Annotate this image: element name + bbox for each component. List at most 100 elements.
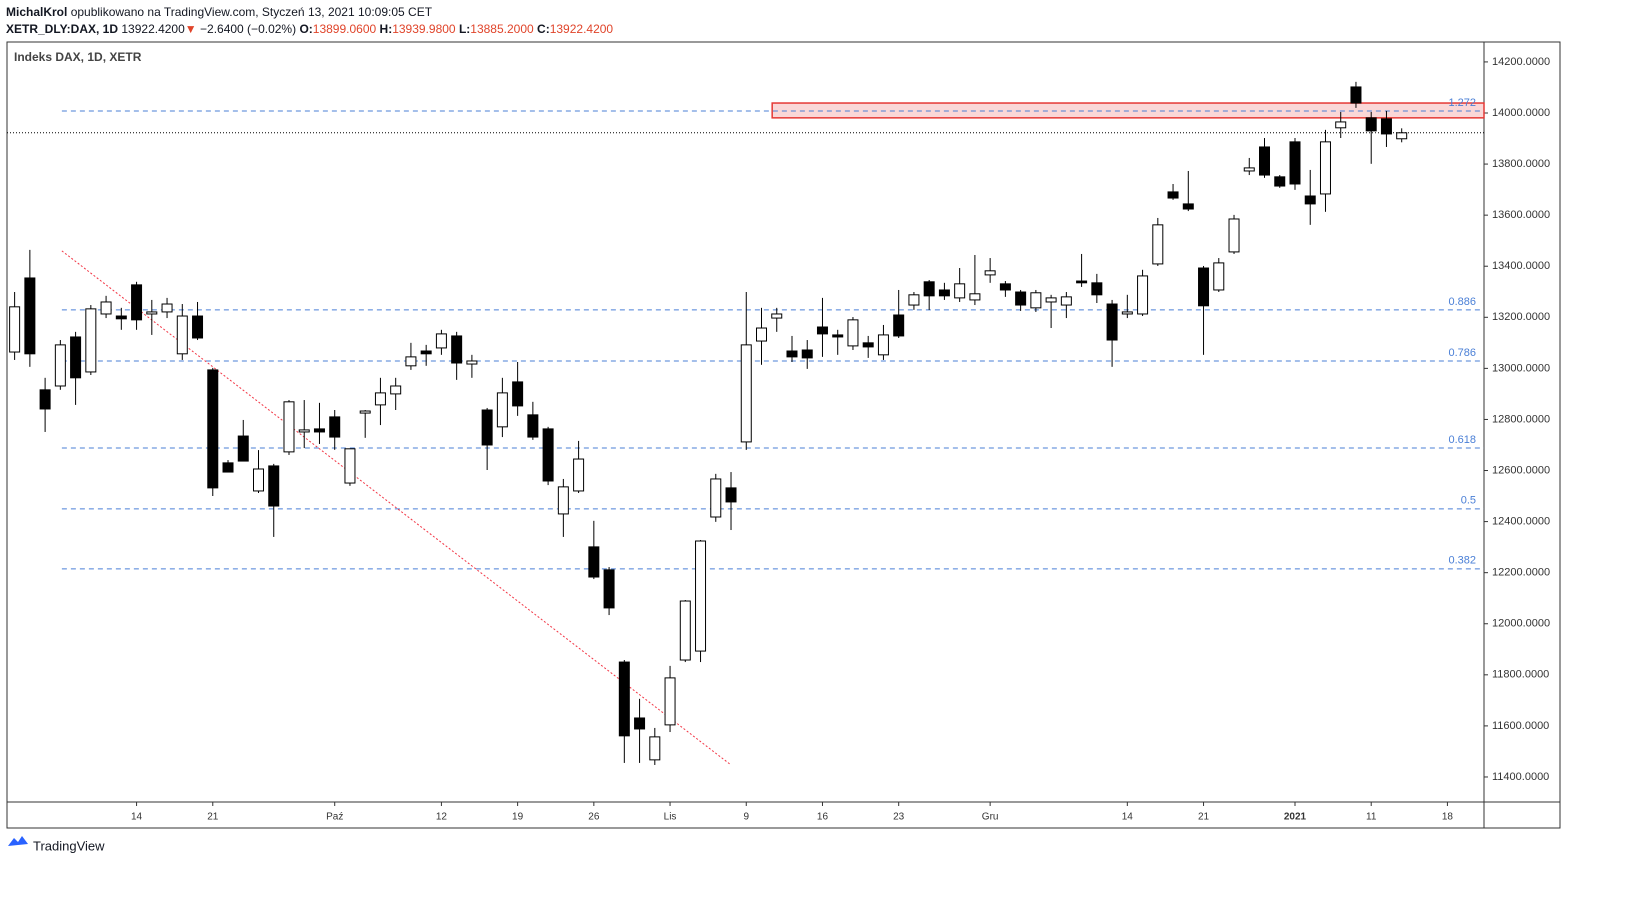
candle-body xyxy=(298,429,310,433)
candle-body xyxy=(938,289,950,297)
candle-body xyxy=(618,661,630,737)
resistance-zone xyxy=(771,102,1485,119)
candle-body xyxy=(1091,282,1103,296)
candle-body xyxy=(420,350,432,355)
y-tick-label: 11600.0000 xyxy=(1492,720,1549,732)
candle-body xyxy=(816,326,828,335)
candle-body xyxy=(1121,311,1133,315)
candle-body xyxy=(283,401,295,453)
candle-body xyxy=(512,381,524,407)
header-line: XETR_DLY:DAX, 1D 13922.4200▼ −2.6400 (−0… xyxy=(6,22,613,36)
candle-body xyxy=(603,569,615,609)
candle-body xyxy=(1228,218,1240,253)
candle-body xyxy=(984,270,996,276)
header-line: MichalKrol opublikowano na TradingView.c… xyxy=(6,5,432,19)
fib-label: 0.886 xyxy=(1448,296,1476,308)
candle-body xyxy=(313,428,325,433)
candle-body xyxy=(1152,224,1164,265)
fib-label: 0.618 xyxy=(1448,434,1476,446)
candle-body xyxy=(344,448,356,484)
candle-body xyxy=(634,717,646,730)
candle-body xyxy=(1060,296,1072,306)
candle-body xyxy=(756,327,768,342)
chart-title: Indeks DAX, 1D, XETR xyxy=(14,50,142,64)
fib-label: 0.5 xyxy=(1461,495,1476,507)
candle-body xyxy=(588,546,600,578)
x-tick-label: 19 xyxy=(512,812,524,823)
x-tick-label: 11 xyxy=(1366,812,1377,823)
candle-body xyxy=(496,392,508,428)
candle-body xyxy=(131,284,143,321)
candle-body xyxy=(253,468,265,492)
y-tick-label: 14200.0000 xyxy=(1492,56,1550,68)
candle-body xyxy=(710,478,722,518)
brand: TradingView xyxy=(33,838,105,853)
candle-body xyxy=(222,462,234,473)
candle-body xyxy=(1335,121,1347,129)
y-tick-label: 12600.0000 xyxy=(1492,464,1550,476)
candle-body xyxy=(237,435,249,462)
candle-body xyxy=(801,349,813,359)
candle-body xyxy=(54,344,66,387)
candle-body xyxy=(329,416,341,438)
candle-body xyxy=(1076,280,1088,284)
fib-label: 0.786 xyxy=(1448,347,1476,359)
candle-body xyxy=(1350,86,1362,104)
x-tick-label: Paź xyxy=(326,812,343,823)
symbol: XETR_DLY:DAX, 1D xyxy=(6,22,119,36)
candle-body xyxy=(1274,176,1286,187)
candle-body xyxy=(1198,267,1210,307)
candle-body xyxy=(847,319,859,347)
candle-body xyxy=(1167,191,1179,199)
x-tick-label: 16 xyxy=(817,812,829,823)
candle-body xyxy=(161,303,173,313)
candle-body xyxy=(786,350,798,358)
y-tick-label: 14000.0000 xyxy=(1492,107,1550,119)
candle-body xyxy=(405,356,417,367)
candle-body xyxy=(832,334,844,338)
candle-body xyxy=(1030,292,1042,309)
candle-body xyxy=(679,600,691,661)
candle-body xyxy=(70,336,82,379)
x-tick-label: Gru xyxy=(982,812,999,823)
candle-body xyxy=(649,736,661,761)
candle-body xyxy=(908,294,920,306)
candle-body xyxy=(557,486,569,515)
candle-body xyxy=(725,487,737,503)
x-tick-label: Lis xyxy=(664,812,677,823)
candle-body xyxy=(1137,275,1149,315)
logo xyxy=(8,836,28,846)
candle-body xyxy=(969,293,981,301)
candle-body xyxy=(862,342,874,348)
x-tick-label: 21 xyxy=(1198,812,1210,823)
candle-body xyxy=(542,428,554,482)
y-tick-label: 12000.0000 xyxy=(1492,618,1550,630)
trendline xyxy=(61,250,732,766)
candle-body xyxy=(100,301,112,315)
candle-body xyxy=(923,281,935,297)
arrow: ▼ xyxy=(184,22,197,36)
candle-body xyxy=(9,306,21,353)
candle-body xyxy=(176,315,188,355)
candle-body xyxy=(740,344,752,443)
y-tick-label: 13600.0000 xyxy=(1492,209,1550,221)
candle-body xyxy=(268,465,280,507)
fib-label: 1.272 xyxy=(1448,97,1476,109)
panel-border xyxy=(6,41,1561,829)
candle-body xyxy=(527,414,539,438)
candle-body xyxy=(695,540,707,652)
ohlc: O:13899.0600 H:13939.9800 L:13885.2000 C… xyxy=(299,22,613,36)
x-tick-label: 2021 xyxy=(1284,812,1307,823)
x-tick-label: 23 xyxy=(893,812,905,823)
candle-body xyxy=(771,313,783,319)
x-tick-label: 14 xyxy=(131,812,143,823)
candle-body xyxy=(1243,167,1255,172)
candle-body xyxy=(1182,203,1194,210)
change: −2.6400 (−0.02%) xyxy=(200,22,297,36)
x-tick-label: 12 xyxy=(436,812,448,823)
y-tick-label: 13400.0000 xyxy=(1492,260,1550,272)
ohlc-value: 13885.2000 xyxy=(470,22,534,36)
y-tick-label: 13200.0000 xyxy=(1492,311,1550,323)
candle-body xyxy=(1259,146,1271,176)
